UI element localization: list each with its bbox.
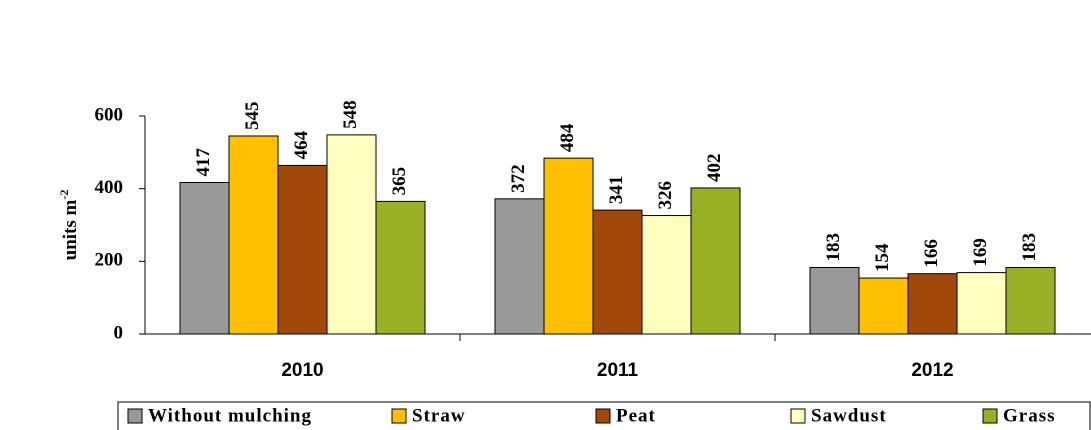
data-label: 166	[921, 239, 942, 268]
bar	[277, 164, 328, 335]
legend-swatch	[790, 408, 806, 424]
y-tick-label: 400	[95, 177, 124, 198]
bar	[592, 209, 643, 335]
data-label: 464	[291, 130, 312, 159]
bar	[326, 134, 377, 335]
legend-swatch	[595, 408, 611, 424]
data-label: 484	[557, 123, 578, 152]
data-label: 548	[340, 100, 361, 129]
legend-swatch	[982, 408, 998, 424]
data-label: 183	[823, 233, 844, 262]
data-label: 402	[704, 153, 725, 182]
legend-swatch	[127, 408, 143, 424]
data-label: 154	[872, 243, 893, 272]
bar	[1005, 267, 1056, 335]
bar	[228, 135, 279, 335]
data-label: 372	[508, 164, 529, 193]
bar	[809, 267, 860, 335]
bar	[907, 273, 958, 335]
bar	[543, 157, 594, 335]
y-label-text: units m	[60, 199, 81, 260]
legend-label: Straw	[412, 405, 466, 426]
legend-label: Grass	[1003, 405, 1056, 426]
data-label: 365	[389, 167, 410, 196]
bar	[858, 277, 909, 335]
y-tick-label: 600	[95, 104, 124, 125]
data-label: 417	[193, 147, 214, 176]
x-tick-label: 2011	[597, 360, 639, 381]
data-label: 341	[606, 176, 627, 205]
bar	[641, 215, 692, 335]
y-tick-label: 0	[114, 322, 124, 343]
x-tick-label: 2010	[281, 360, 323, 381]
bar	[690, 187, 741, 335]
y-axis-label: units m-2	[57, 190, 82, 261]
legend-label: Sawdust	[811, 405, 887, 426]
legend-swatch	[391, 408, 407, 424]
legend-label: Peat	[616, 405, 656, 426]
data-label: 326	[655, 181, 676, 210]
legend-label: Without mulching	[148, 405, 312, 426]
y-tick-label: 200	[95, 250, 124, 271]
y-label-sup: -2	[57, 190, 71, 200]
data-label: 169	[970, 238, 991, 267]
data-label: 183	[1019, 233, 1040, 262]
bar	[375, 200, 426, 335]
data-label: 545	[242, 101, 263, 130]
bar	[956, 272, 1007, 335]
x-tick-label: 2012	[911, 360, 953, 381]
bar	[494, 198, 545, 335]
bar	[179, 181, 230, 335]
